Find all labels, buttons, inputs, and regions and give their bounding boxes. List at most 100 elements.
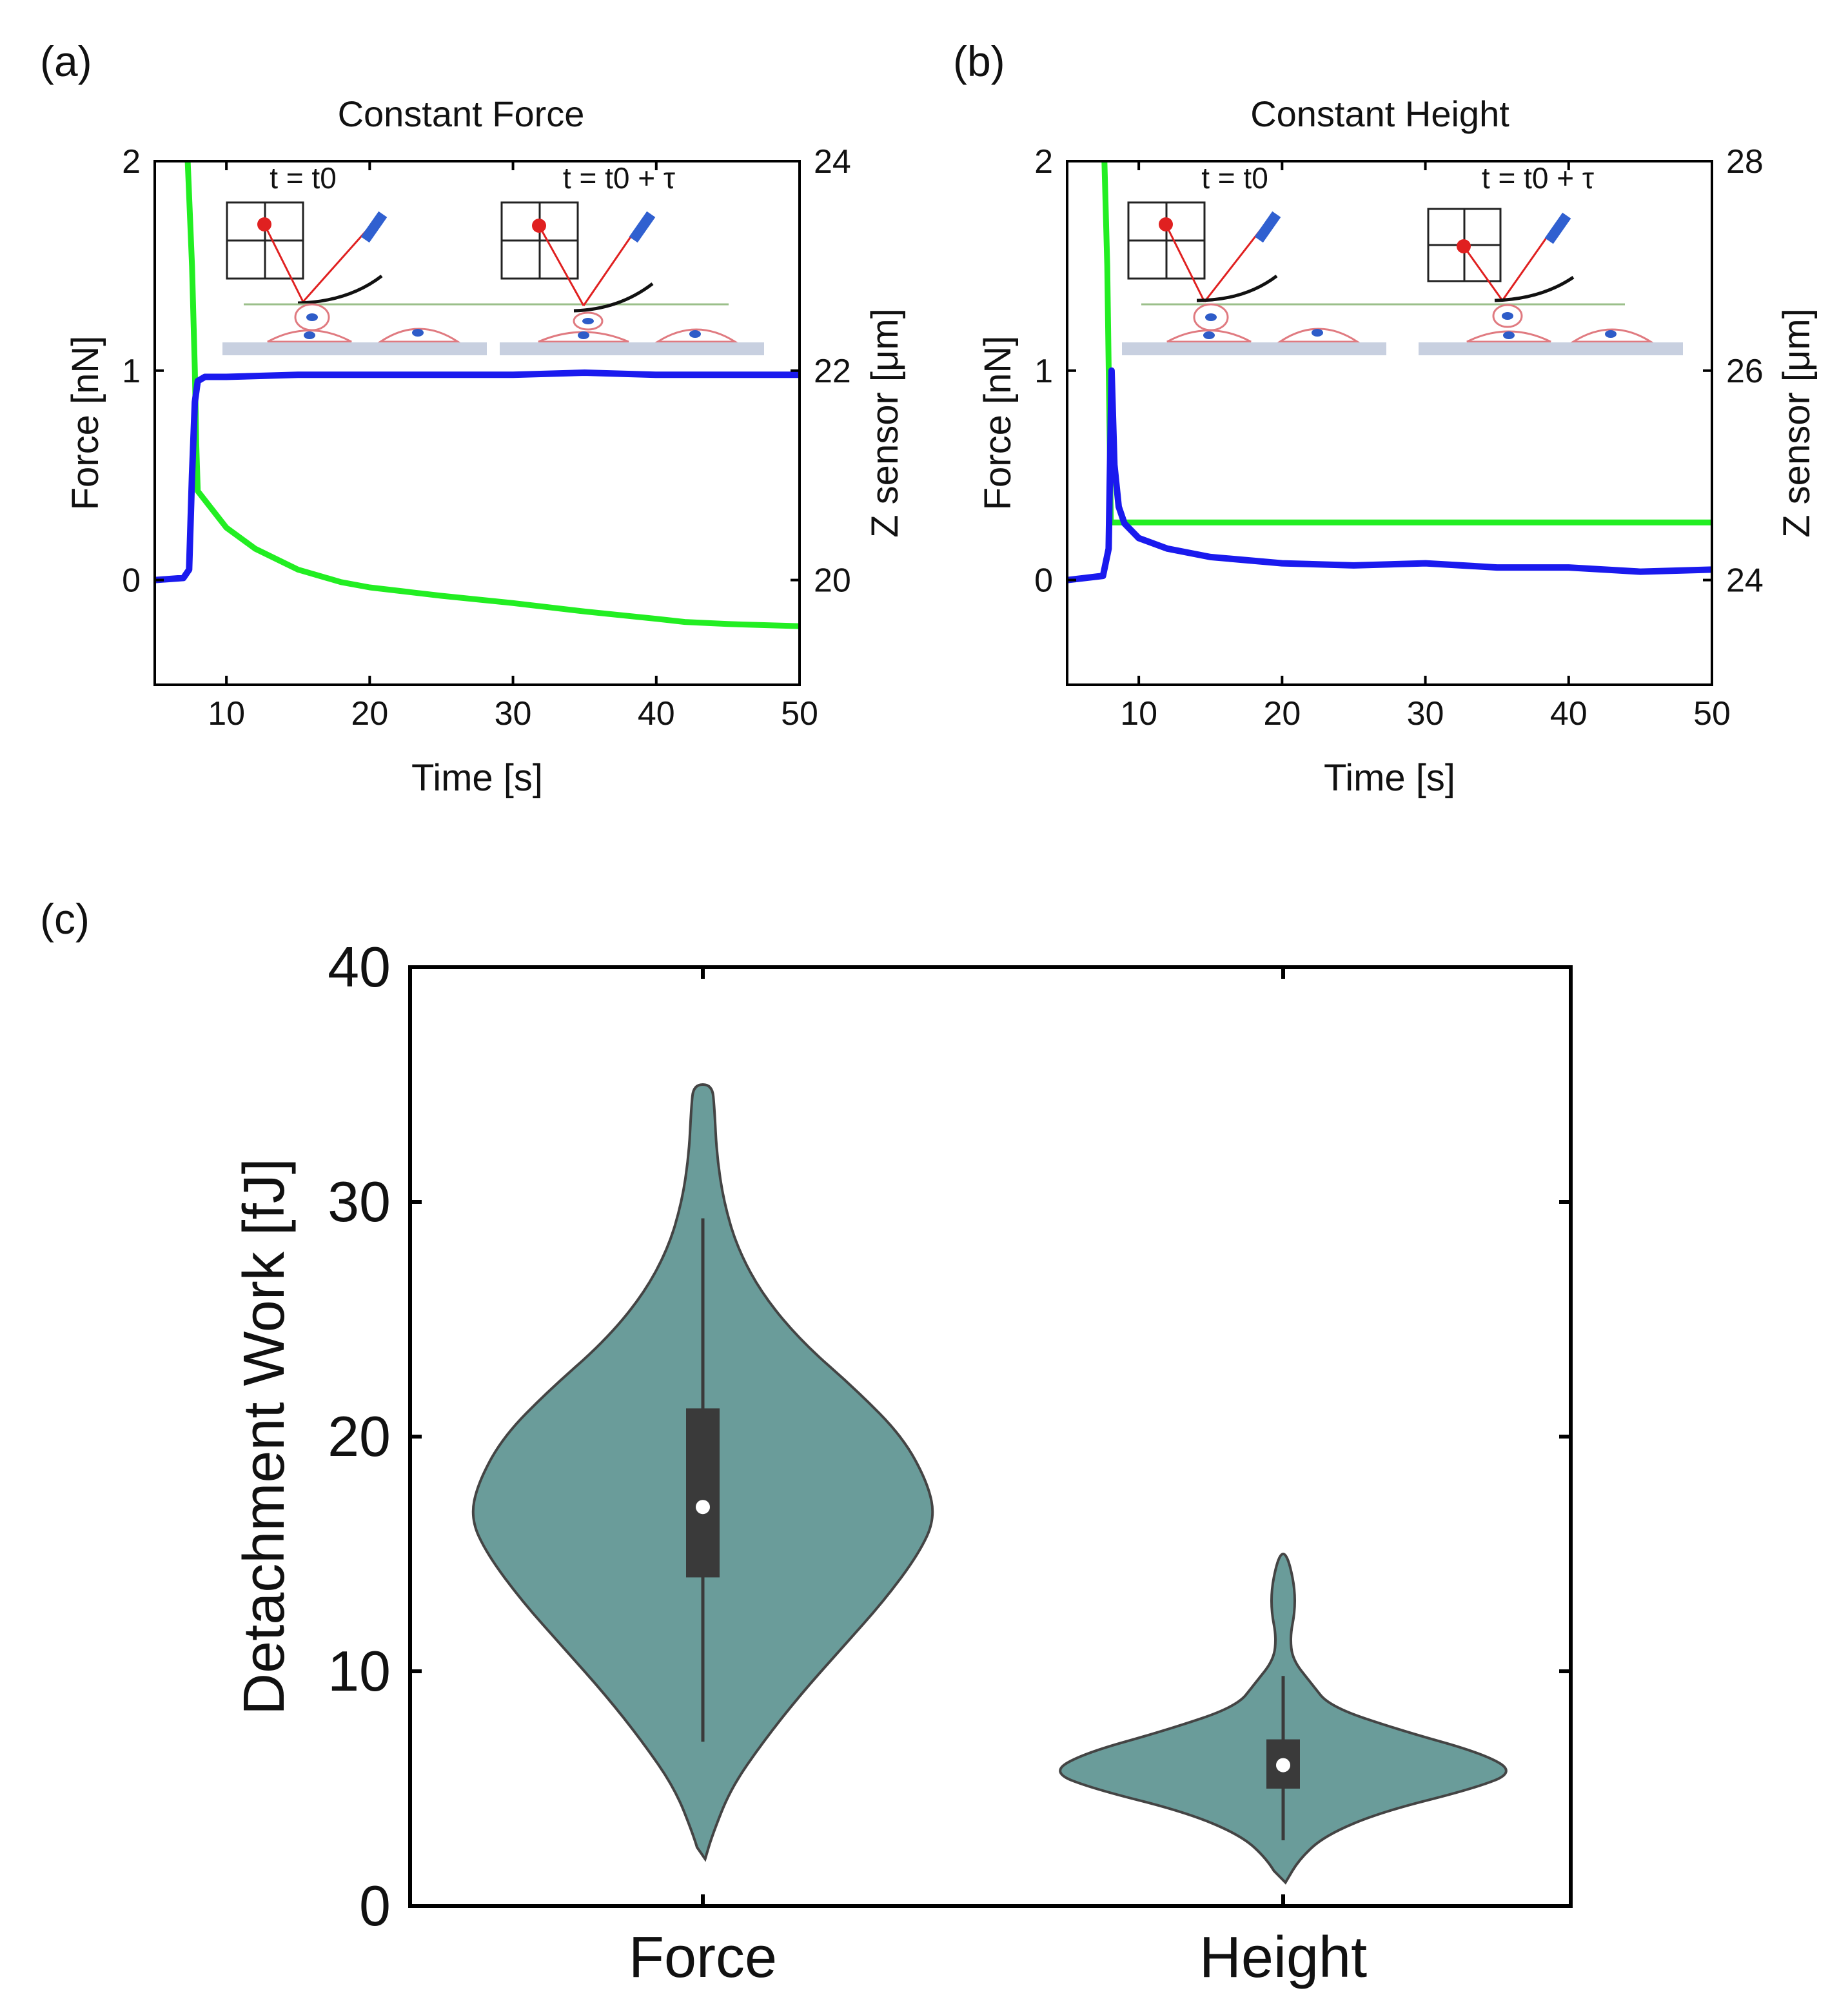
nucleus-icon <box>412 329 424 337</box>
category-label: Height <box>1199 1925 1367 1990</box>
panel-c-axes: 0 10 20 30 40 Force Height <box>328 935 1571 1990</box>
x-axis-title: Time [s] <box>411 757 543 799</box>
median-marker <box>696 1500 710 1515</box>
x-tick-label: 40 <box>1550 695 1588 732</box>
cell-icon <box>573 311 604 331</box>
cantilever-icon <box>1196 275 1278 302</box>
cantilever-icon <box>573 282 654 313</box>
y-axis-title: Force [nN] <box>64 336 106 511</box>
box-iqr <box>686 1408 720 1578</box>
nucleus-icon <box>582 318 594 324</box>
y-tick-label: 1 <box>122 353 141 390</box>
cell-icon <box>1569 328 1655 343</box>
substrate-icon <box>1419 342 1683 355</box>
cell-icon <box>1492 304 1523 328</box>
y2-axis-title: Z sensor [μm] <box>1776 308 1818 538</box>
panel-c: (c) 0 10 20 30 40 Force Height Detachment Work… <box>40 895 1573 1990</box>
nucleus-icon <box>1503 331 1515 339</box>
laser-source-icon <box>1544 212 1571 244</box>
y-tick-label: 10 <box>328 1639 391 1703</box>
y-tick-label: 0 <box>122 562 141 600</box>
y-tick-label: 40 <box>328 935 391 999</box>
cell-icon <box>1166 329 1252 343</box>
panel-b-schematic: t = t0 t = t0 + τ <box>1122 161 1683 355</box>
y2-tick-label: 24 <box>1726 562 1764 600</box>
cell-icon <box>1277 328 1361 343</box>
cell-icon <box>267 329 352 343</box>
x-tick-label: 30 <box>495 695 532 732</box>
y-tick-label: 0 <box>1034 562 1053 600</box>
y-axis-title: Force [nN] <box>977 336 1019 511</box>
plot-frame <box>153 160 801 686</box>
laser-beam <box>582 225 640 306</box>
panel-a-axes: 10 20 30 40 50 0 1 2 20 22 24 <box>122 143 851 732</box>
laser-beam <box>1165 224 1206 302</box>
panel-c-label: (c) <box>40 895 90 943</box>
y-tick-label: 0 <box>359 1874 391 1938</box>
laser-source-icon <box>360 211 388 243</box>
cantilever-icon <box>1494 275 1575 302</box>
nucleus-icon <box>1605 330 1617 338</box>
panel-a-label: (a) <box>40 37 92 85</box>
nucleus-icon <box>1312 329 1323 337</box>
y2-tick-label: 20 <box>814 562 851 600</box>
x-tick-label: 50 <box>1693 695 1731 732</box>
y2-tick-label: 22 <box>814 353 851 390</box>
nucleus-icon <box>304 331 315 339</box>
photodetector-icon <box>1427 208 1502 282</box>
y-tick-label: 1 <box>1034 353 1053 390</box>
photodetector-icon <box>500 201 579 280</box>
inset-b-right-label: t = t0 + τ <box>1482 161 1594 195</box>
cell-icon <box>654 328 739 343</box>
x-tick-label: 20 <box>351 695 388 732</box>
panel-a-title: Constant Force <box>338 93 585 134</box>
substrate-icon <box>1122 342 1386 355</box>
panel-b-title: Constant Height <box>1250 93 1509 134</box>
nucleus-icon <box>1203 331 1215 339</box>
inset-a-right-label: t = t0 + τ <box>563 161 675 195</box>
x-axis-title: Time [s] <box>1324 757 1455 799</box>
nucleus-icon <box>306 313 318 321</box>
y2-tick-label: 28 <box>1726 143 1764 181</box>
violins <box>471 1083 1508 1885</box>
nucleus-icon <box>689 330 701 338</box>
category-label: Force <box>629 1925 777 1990</box>
y-tick-label: 20 <box>328 1404 391 1468</box>
panel-b-axes: 10 20 30 40 50 0 1 2 24 26 28 <box>1034 143 1764 732</box>
y2-tick-label: 24 <box>814 143 851 181</box>
x-tick-label: 30 <box>1407 695 1444 732</box>
inset-b-left-label: t = t0 <box>1201 161 1268 195</box>
laser-beam <box>1501 226 1555 301</box>
force-trace <box>155 369 800 584</box>
x-tick-label: 20 <box>1263 695 1301 732</box>
y-axis-title: Detachment Work [fJ] <box>232 1158 297 1715</box>
median-marker <box>1276 1758 1290 1773</box>
force-trace <box>1067 367 1712 584</box>
inset-a-left-label: t = t0 <box>270 161 337 195</box>
photodetector-icon <box>1127 201 1206 280</box>
laser-beam <box>263 224 304 302</box>
cantilever-icon <box>297 275 383 305</box>
plot-frame <box>1066 160 1713 686</box>
laser-beam <box>1462 246 1504 301</box>
photodetector-icon <box>226 201 304 280</box>
panel-b-label: (b) <box>953 37 1005 85</box>
panel-a-schematic: t = t0 t = t0 + τ <box>222 161 764 355</box>
nucleus-icon <box>1502 312 1513 320</box>
laser-beam <box>302 225 372 302</box>
cell-icon <box>538 331 629 343</box>
x-tick-label: 40 <box>638 695 675 732</box>
panel-b: (b) Constant Height t = t0 t = t0 + τ <box>953 37 1818 799</box>
cell-icon <box>1466 330 1551 343</box>
y2-axis-title: Z sensor [μm] <box>864 308 906 538</box>
y-tick-label: 2 <box>1034 143 1053 181</box>
substrate-icon <box>500 342 764 355</box>
zsensor-trace <box>184 161 800 629</box>
x-tick-label: 50 <box>781 695 818 732</box>
cell-icon <box>377 328 461 343</box>
laser-source-icon <box>1254 211 1281 243</box>
laser-beam <box>1203 225 1265 302</box>
x-tick-label: 10 <box>1120 695 1157 732</box>
y-tick-label: 2 <box>122 143 141 181</box>
